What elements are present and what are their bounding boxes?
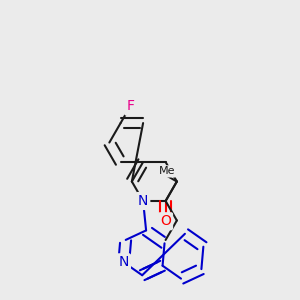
Text: F: F: [126, 100, 134, 113]
Text: O: O: [160, 214, 171, 228]
Text: N: N: [138, 194, 148, 208]
Text: Me: Me: [159, 167, 175, 176]
Text: N: N: [118, 255, 129, 269]
